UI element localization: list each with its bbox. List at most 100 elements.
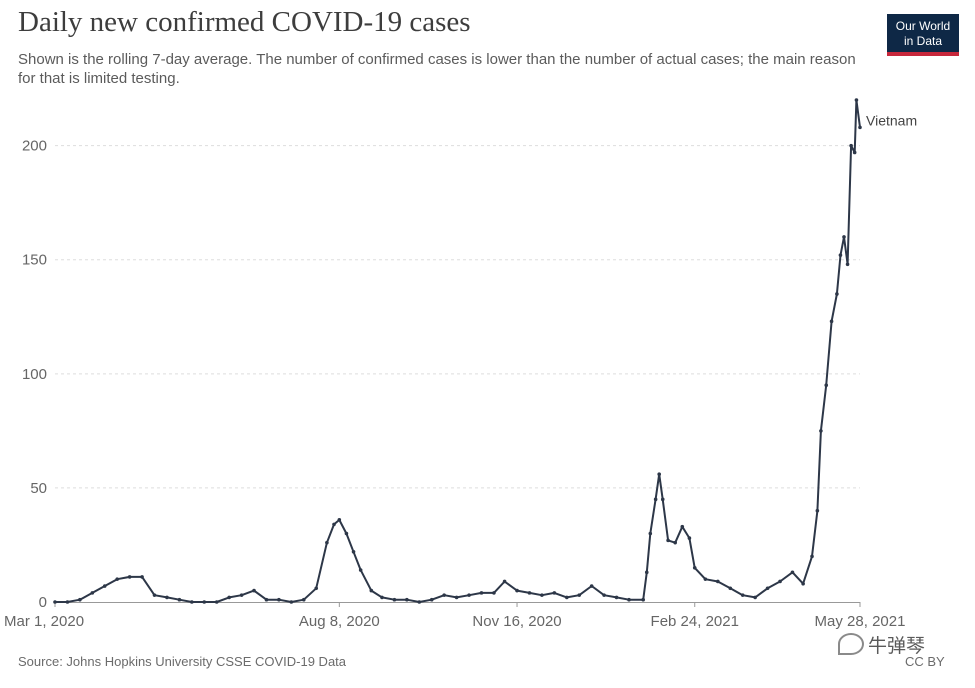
grid-lines — [55, 145, 860, 489]
data-point — [753, 595, 757, 600]
data-point — [854, 98, 859, 102]
data-point — [740, 593, 745, 597]
source-note: Source: Johns Hopkins University CSSE CO… — [18, 654, 347, 669]
chat-bubble-icon — [838, 633, 864, 655]
series-label: Vietnam — [866, 112, 917, 128]
chart-subtitle: Shown is the rolling 7-day average. The … — [18, 51, 856, 87]
data-point — [552, 591, 557, 595]
x-tick-label: Nov 16, 2020 — [472, 613, 561, 630]
x-tick-label: May 28, 2021 — [815, 613, 906, 630]
data-point — [778, 579, 782, 584]
data-point — [369, 588, 374, 593]
x-tick-label: Mar 1, 2020 — [4, 613, 84, 630]
data-point — [838, 253, 843, 257]
data-point — [442, 593, 446, 597]
series-group: Vietnam — [53, 98, 917, 604]
owid-logo[interactable]: Our World in Data — [887, 14, 959, 56]
data-point — [351, 550, 356, 554]
data-point — [492, 591, 496, 595]
data-point — [673, 540, 677, 545]
data-point — [858, 125, 862, 130]
license-link[interactable]: CC BY — [905, 654, 945, 669]
data-point — [337, 518, 342, 522]
data-point — [810, 554, 814, 559]
x-tick-label: Aug 8, 2020 — [299, 613, 380, 630]
data-point — [765, 586, 770, 591]
watermark: 牛弹琴 — [838, 631, 925, 658]
x-axis: Mar 1, 2020 Aug 8, 2020 Nov 16, 2020 Feb 24… — [4, 602, 905, 630]
data-point — [829, 319, 834, 324]
y-axis: 0 50 100 150 200 — [22, 138, 47, 611]
data-point — [692, 565, 697, 570]
data-point — [239, 593, 244, 597]
data-point — [301, 597, 306, 602]
data-point — [644, 570, 649, 575]
logo-line-2: in Data — [903, 34, 943, 48]
data-point — [165, 595, 169, 600]
data-point — [602, 593, 606, 597]
data-point — [380, 595, 384, 600]
y-tick-label: 200 — [22, 138, 47, 155]
logo-line-1: Our World — [895, 19, 951, 33]
data-point — [540, 593, 544, 597]
y-tick-label: 100 — [22, 366, 47, 383]
data-point — [648, 531, 653, 536]
data-point — [325, 540, 329, 545]
data-point — [467, 593, 471, 597]
series-line — [55, 99, 861, 603]
data-point — [687, 536, 692, 540]
data-point — [564, 595, 569, 600]
data-point — [332, 522, 336, 527]
data-point — [527, 591, 532, 595]
data-point — [314, 586, 319, 591]
data-point — [835, 292, 839, 296]
data-point — [657, 472, 661, 477]
data-point — [190, 600, 194, 604]
data-point — [849, 143, 853, 148]
data-point — [90, 591, 95, 595]
y-tick-label: 0 — [39, 594, 47, 611]
data-point — [252, 588, 256, 593]
watermark-text: 牛弹琴 — [868, 636, 926, 657]
data-point — [852, 150, 857, 155]
x-tick-label: Feb 24, 2021 — [651, 613, 739, 630]
data-point — [405, 597, 409, 602]
data-point — [842, 235, 846, 239]
data-point — [289, 600, 294, 604]
data-point — [641, 597, 646, 602]
y-tick-label: 50 — [30, 480, 47, 497]
data-point — [417, 600, 422, 604]
data-point — [824, 383, 829, 388]
data-point — [589, 584, 594, 588]
data-point — [627, 597, 631, 602]
data-point — [845, 262, 850, 267]
chart-title: Daily new confirmed COVID-19 cases — [18, 6, 471, 38]
data-point — [140, 575, 144, 579]
data-point — [577, 593, 582, 597]
data-point — [177, 597, 182, 602]
data-point — [264, 597, 269, 602]
data-point — [515, 588, 519, 593]
data-point — [728, 586, 733, 591]
data-point — [127, 575, 132, 579]
data-point — [660, 497, 665, 502]
data-point — [214, 600, 219, 604]
data-point — [703, 577, 708, 581]
data-point — [115, 577, 119, 581]
data-point — [819, 429, 823, 433]
data-point — [653, 497, 658, 502]
data-point — [358, 568, 363, 572]
data-point — [614, 595, 619, 600]
data-point — [65, 600, 70, 604]
data-point — [53, 600, 57, 604]
data-point — [277, 597, 281, 602]
data-point — [78, 597, 82, 602]
data-point — [790, 570, 795, 575]
y-tick-label: 150 — [22, 252, 47, 269]
data-point — [344, 531, 349, 536]
data-point — [716, 579, 720, 584]
data-point — [102, 584, 107, 588]
data-point — [392, 597, 397, 602]
data-point — [454, 595, 459, 600]
